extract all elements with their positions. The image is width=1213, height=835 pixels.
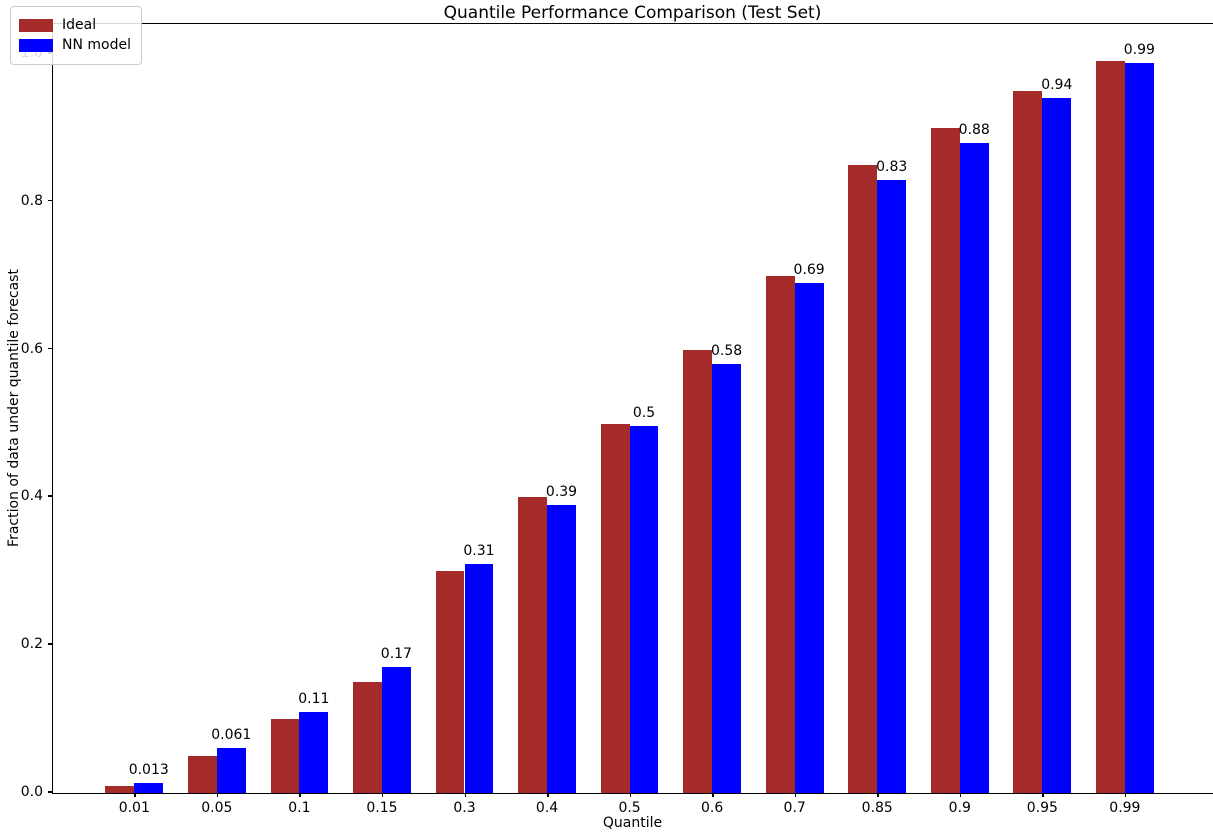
x-tick-mark [794, 793, 797, 797]
bar-value-label: 0.17 [380, 646, 412, 663]
bar-nn-model [299, 711, 329, 793]
x-axis-label: Quantile [602, 815, 663, 831]
x-tick-label: 0.01 [118, 800, 150, 816]
x-tick-label: 0.99 [1109, 800, 1141, 816]
y-tick-label: 0.8 [20, 192, 43, 209]
bar-value-label: 0.39 [545, 483, 578, 500]
bar-ideal [765, 275, 795, 793]
x-tick-mark [381, 793, 384, 797]
bar-value-label: 0.11 [298, 690, 330, 707]
y-tick-mark [48, 643, 52, 645]
bar-value-label: 0.31 [463, 542, 495, 559]
legend-label-ideal: Ideal [62, 17, 97, 33]
bar-value-label: 0.58 [711, 343, 743, 360]
legend-swatch-nn-model [19, 39, 53, 52]
x-tick-mark [299, 793, 301, 797]
x-tick-label: 0.4 [535, 800, 559, 816]
x-tick-label: 0.15 [366, 800, 398, 816]
bar-ideal [848, 164, 878, 793]
y-tick-mark [48, 199, 52, 202]
x-tick-mark [464, 793, 466, 797]
y-tick-mark [48, 495, 52, 497]
bar-nn-model [464, 563, 494, 793]
bar-ideal [1096, 61, 1125, 793]
y-tick-mark [48, 347, 52, 350]
legend-label-nn-model: NN model [62, 37, 131, 53]
bar-nn-model [794, 283, 824, 793]
bar-value-label: 0.99 [1123, 41, 1155, 58]
bar-ideal [600, 423, 630, 793]
x-tick-label: 0.9 [948, 800, 971, 816]
bar-ideal [105, 785, 135, 793]
bar-ideal [683, 349, 713, 793]
bar-value-label: 0.5 [632, 404, 656, 421]
x-tick-mark [547, 793, 549, 797]
chart-title: Quantile Performance Comparison (Test Se… [443, 3, 822, 23]
bar-nn-model [959, 142, 989, 793]
bar-ideal [518, 497, 548, 793]
legend-swatch-ideal [19, 19, 53, 32]
x-tick-mark [216, 793, 219, 797]
legend-item-nn-model: NN model [19, 37, 131, 54]
bar-nn-model [712, 364, 742, 793]
bar-value-label: 0.69 [793, 262, 825, 279]
x-tick-label: 0.3 [453, 800, 476, 816]
bar-nn-model [134, 783, 164, 793]
y-tick-label: 0.2 [20, 636, 43, 653]
x-tick-mark [877, 793, 879, 797]
bar-ideal [187, 756, 217, 793]
x-tick-label: 0.85 [861, 800, 893, 816]
bar-nn-model [216, 747, 246, 793]
bar-ideal [353, 682, 382, 793]
x-tick-mark [959, 793, 962, 797]
bar-nn-model [547, 504, 576, 793]
x-tick-mark [629, 793, 632, 797]
bar-nn-model [629, 425, 659, 793]
bar-nn-model [1124, 62, 1154, 793]
bar-value-label: 0.83 [876, 158, 908, 175]
x-tick-mark [134, 793, 136, 797]
y-tick-label: 0.6 [20, 340, 43, 357]
legend-item-ideal: Ideal [19, 17, 131, 34]
x-tick-mark [712, 793, 714, 797]
plot-area: 0.013 0.01 0.061 0.05 0.11 0.1 0.17 0.15 0.31 0.3… [21, 23, 1213, 816]
legend: Ideal NN model [10, 6, 142, 65]
x-tick-mark [1042, 793, 1044, 797]
x-tick-label: 0.6 [701, 800, 724, 816]
y-axis-label: Fraction of data under quantile forecast [6, 269, 22, 547]
x-tick-mark [1124, 793, 1127, 797]
bar-ideal [1013, 90, 1043, 793]
bar-nn-model [1042, 98, 1072, 793]
bar-value-label: 0.061 [211, 726, 252, 743]
y-tick-label: 0.0 [20, 784, 43, 800]
x-tick-label: 0.95 [1026, 800, 1058, 816]
x-tick-label: 0.1 [288, 800, 311, 816]
x-tick-label: 0.5 [618, 800, 641, 816]
x-tick-label: 0.05 [201, 800, 233, 816]
bar-ideal [435, 571, 465, 793]
bar-value-label: 0.88 [958, 121, 990, 138]
bar-ideal [270, 719, 300, 793]
bar-nn-model [381, 667, 411, 793]
x-tick-label: 0.7 [783, 800, 806, 816]
bar-value-label: 0.013 [128, 762, 169, 779]
bar-value-label: 0.94 [1041, 77, 1073, 94]
y-tick-label: 0.4 [20, 488, 43, 505]
bar-nn-model [877, 179, 907, 793]
bar-ideal [930, 127, 960, 793]
y-tick-mark [48, 791, 52, 793]
